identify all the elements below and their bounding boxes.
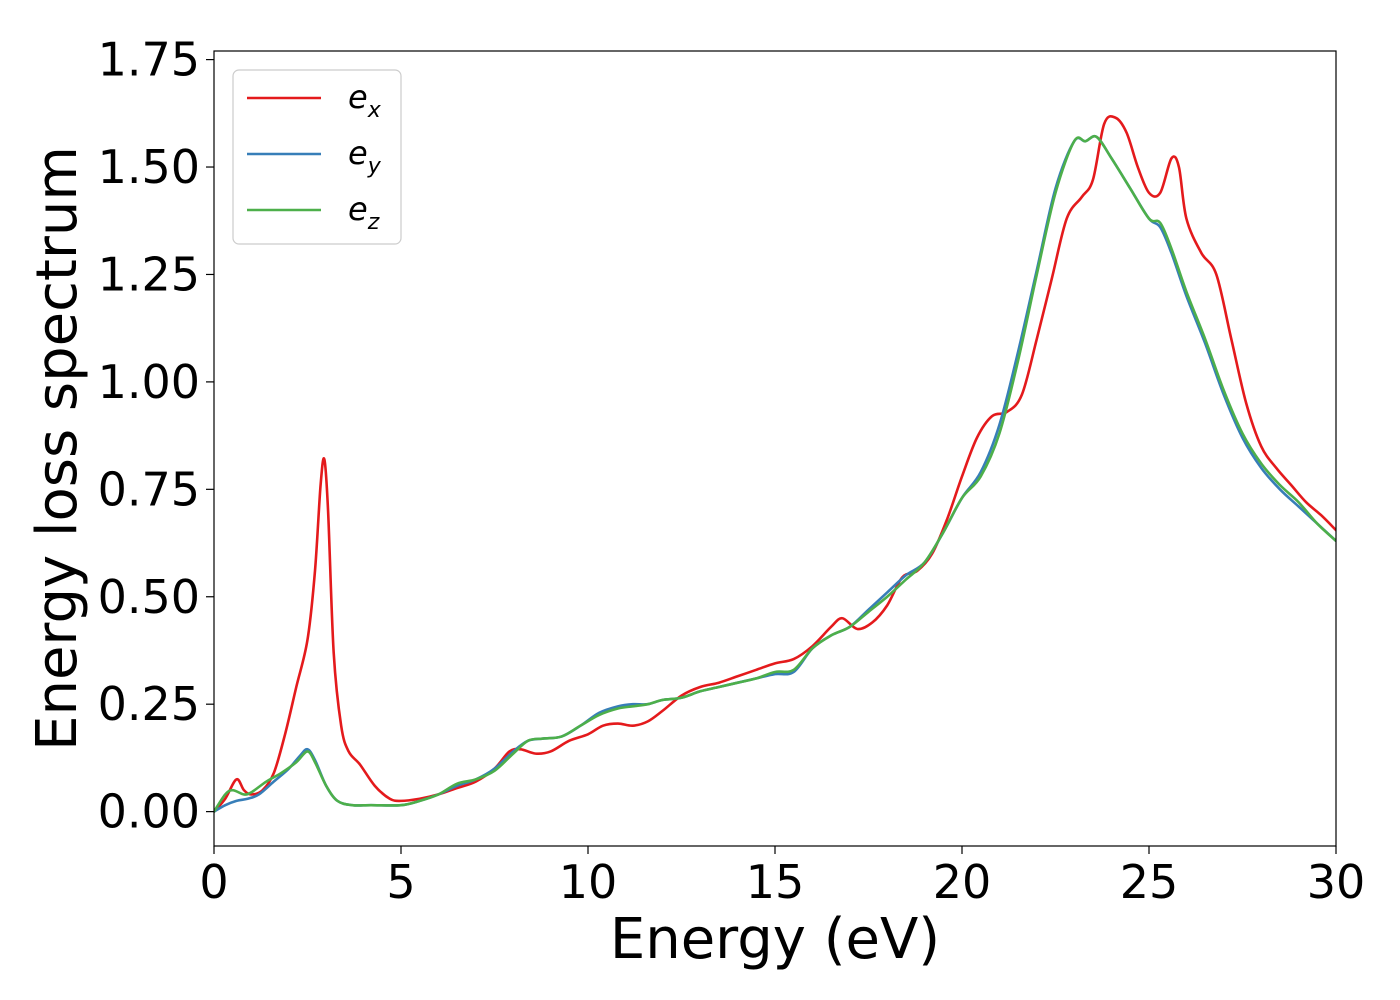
legend-label-main: e: [348, 190, 368, 228]
y-tick-label: 1.50: [98, 140, 200, 194]
x-tick-label: 30: [1307, 855, 1366, 909]
series-layer: [214, 114, 1336, 813]
y-tick-label: 0.50: [98, 570, 200, 624]
legend-label: ez: [348, 190, 380, 235]
x-axis-ticks: 0 5 10 15 20 25 30: [199, 846, 1365, 909]
x-tick-label: 5: [386, 855, 415, 909]
legend-label: ex: [348, 78, 382, 123]
y-tick-label: 0.00: [98, 785, 200, 839]
legend-label: ey: [348, 134, 382, 179]
x-tick-label: 20: [933, 855, 992, 909]
y-tick-label: 1.00: [98, 355, 200, 409]
legend-label-sub: x: [367, 98, 382, 123]
series-line-e-x: [214, 114, 1336, 813]
y-axis-title: Energy loss spectrum: [25, 146, 90, 751]
legend-label-main: e: [348, 134, 368, 172]
x-tick-label: 25: [1120, 855, 1179, 909]
x-axis-title: Energy (eV): [610, 907, 940, 972]
legend-label-sub: z: [367, 210, 380, 235]
y-tick-label: 1.25: [98, 247, 200, 301]
y-tick-label: 0.25: [98, 677, 200, 731]
x-tick-label: 15: [746, 855, 805, 909]
y-tick-label: 1.75: [98, 33, 200, 87]
legend-label-main: e: [348, 78, 368, 116]
legend-box: [232, 69, 402, 245]
legend-label-sub: y: [367, 154, 382, 179]
y-tick-label: 0.75: [98, 462, 200, 516]
x-tick-label: 0: [199, 855, 228, 909]
x-tick-label: 10: [559, 855, 618, 909]
y-axis-ticks: 0.00 0.25 0.50 0.75 1.00 1.25 1.50 1.75: [98, 33, 214, 839]
series-line-e-z: [214, 134, 1336, 813]
